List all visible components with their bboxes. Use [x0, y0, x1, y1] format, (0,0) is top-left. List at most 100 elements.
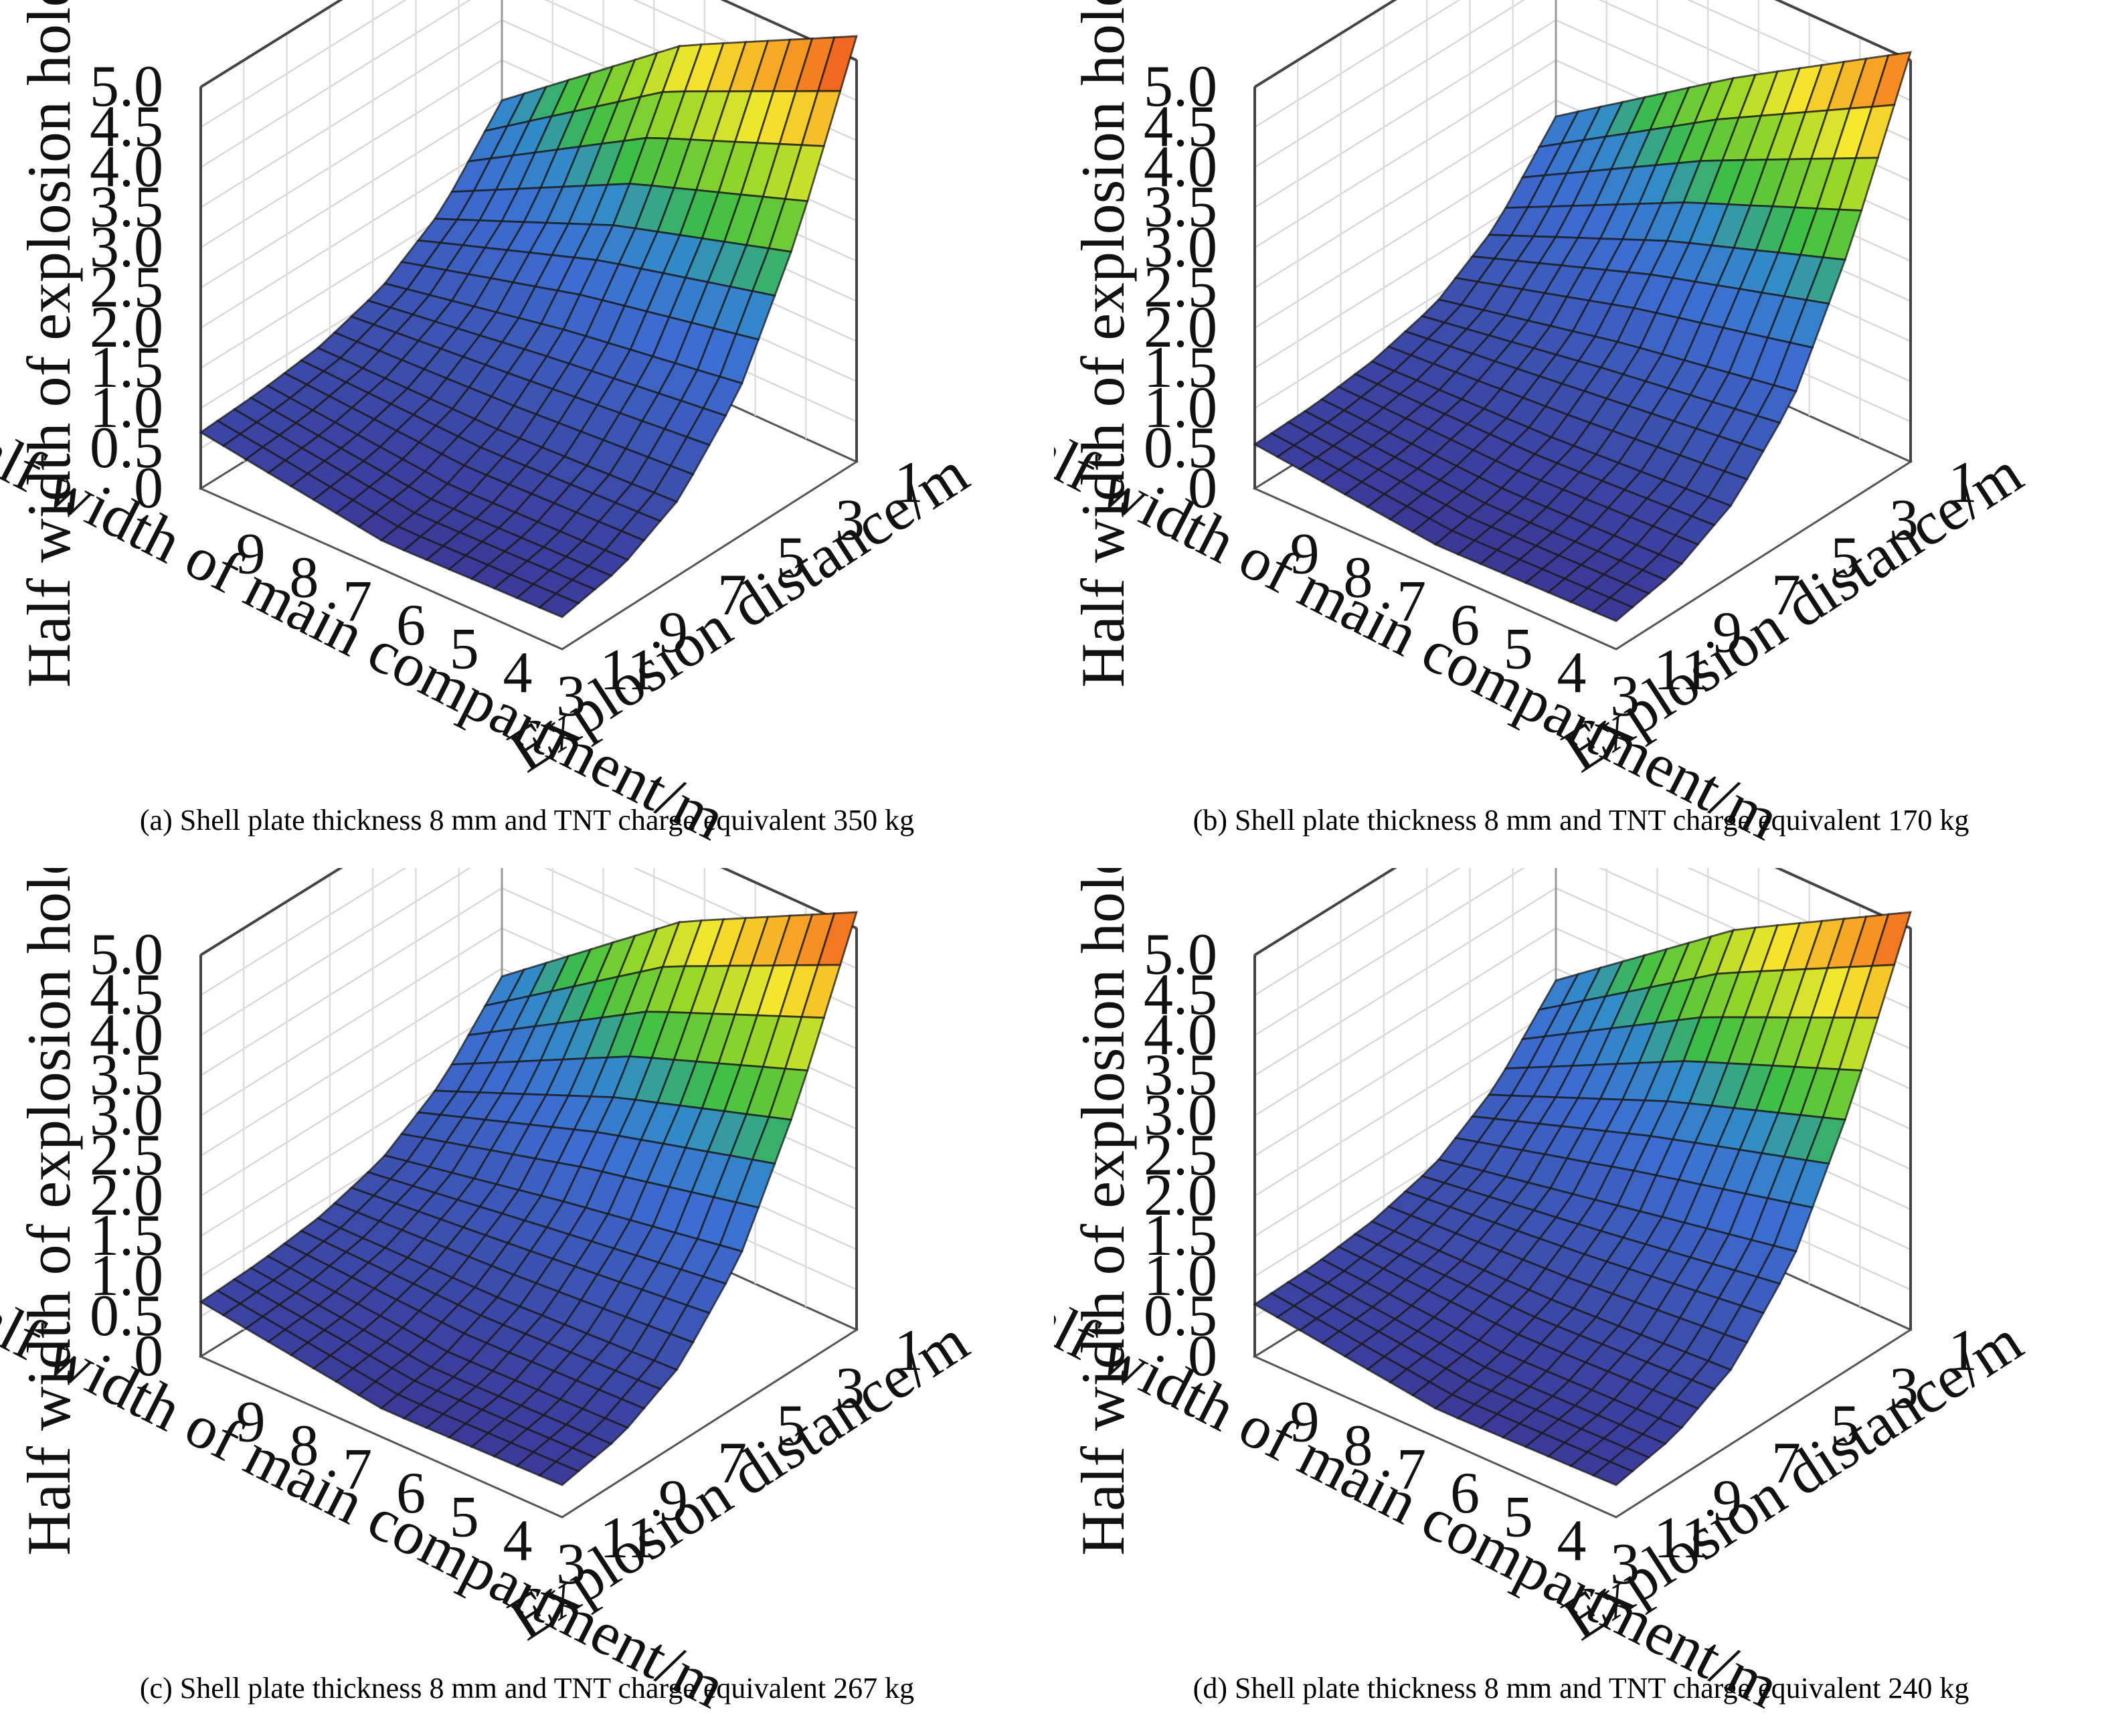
surface: [1253, 51, 1912, 622]
z-tick-label: 2.5: [1144, 1123, 1217, 1188]
x-tick-label: 4: [1557, 640, 1586, 705]
z-tick-label: 1.0: [90, 1243, 163, 1308]
y-tick-label: 7: [1771, 1431, 1801, 1496]
z-tick-label: 2.0: [1144, 295, 1217, 360]
z-tick-label: 5.0: [90, 922, 163, 987]
z-tick-label: 0.5: [90, 1284, 163, 1349]
z-tick-label: 3.0: [90, 215, 163, 280]
x-tick-label: 9: [1290, 1390, 1320, 1455]
x-tick-label: 6: [396, 1461, 426, 1526]
x-tick-label: 6: [1450, 1461, 1480, 1526]
z-tick-label: 4.5: [1144, 94, 1217, 159]
z-ticks: 00.51.01.52.02.53.03.54.04.55.0: [1144, 922, 1217, 1389]
z-tick-label: 1.5: [1144, 1203, 1217, 1268]
y-tick-label: 1: [894, 1318, 924, 1383]
z-tick-label: 0.5: [1144, 416, 1217, 481]
z-tick-label: 5.0: [90, 54, 163, 119]
x-tick-label: 4: [503, 1508, 532, 1573]
surface: [199, 911, 858, 1486]
z-tick-label: 1.5: [1144, 335, 1217, 400]
y-tick-label: 11: [600, 1506, 656, 1571]
x-tick-label: 5: [450, 616, 479, 681]
z-tick-label: 1.0: [90, 375, 163, 440]
z-tick-label: 3.5: [90, 175, 163, 240]
caption-b: (b) Shell plate thickness 8 mm and TNT c…: [1193, 804, 1969, 837]
x-tick-label: 7: [343, 569, 372, 634]
surface-cell: [537, 1460, 581, 1486]
y-tick-label: 3: [1889, 1356, 1919, 1421]
z-tick-label: 0: [1188, 456, 1217, 521]
surface-plot-c: 00.51.01.52.02.53.03.54.04.55.09 8 7 6 5 4 313…: [0, 868, 980, 1721]
x-tick-label: 8: [1343, 1413, 1373, 1478]
z-axis-label: Half width of explosion hole/m: [15, 868, 83, 1555]
surface-plot-a: 00.51.01.52.02.53.03.54.04.55.0 9 8 7 6 5 4 3 1 3…: [0, 0, 980, 853]
y-tick-label: 1: [1948, 1318, 1978, 1383]
x-tick-label: 8: [289, 1413, 319, 1478]
y-tick-label: 9: [658, 600, 688, 665]
y-tick-label: 7: [717, 1431, 747, 1496]
surface-cell: [1591, 1460, 1635, 1486]
x-tick-label: 5: [1504, 616, 1533, 681]
z-tick-label: 2.5: [90, 1123, 163, 1188]
x-tick-label: 9: [1290, 522, 1320, 587]
z-gridline: [1254, 0, 1911, 128]
y-tick-label: 3: [835, 1356, 865, 1421]
z-tick-label: 4.0: [90, 135, 163, 199]
z-axis-label: Half width of explosion hole/m: [15, 0, 83, 687]
z-tick-label: 0: [134, 1324, 163, 1389]
z-tick-label: 2.5: [1144, 255, 1217, 320]
z-tick-label: 3.0: [90, 1083, 163, 1148]
z-ticks: 00.51.01.52.02.53.03.54.04.55.0: [1144, 54, 1217, 521]
y-tick-label: 5: [1830, 1393, 1860, 1458]
chart-panel-c: 0 0.5 1.0 1.5 2.0 2.5 3.0 3.5 4.0 4.5 5.0 9 8 7 6 5 4 3 1 3…: [0, 868, 1054, 1736]
y-tick-label: 1: [1948, 450, 1978, 515]
surface-cell: [1591, 596, 1635, 622]
x-tick-label: 8: [1343, 545, 1373, 610]
z-tick-label: 3.0: [1144, 1083, 1217, 1148]
y-tick-label: 5: [776, 1393, 806, 1458]
box-top-edge: [1253, 0, 1911, 88]
z-ticks: 00.51.01.52.02.53.03.54.04.55.0: [90, 54, 163, 521]
z-axis-label: Half width of explosion hole/m: [1069, 0, 1137, 687]
z-tick-label: 0: [1188, 1324, 1217, 1389]
box-top-edge: [199, 868, 857, 956]
caption-c: (c) Shell plate thickness 8 mm and TNT c…: [139, 1672, 915, 1705]
z-tick-label: 4.0: [90, 1003, 163, 1067]
y-tick-label: 1: [894, 450, 924, 515]
chart-panel-a: 0 0.5 1.0 1.5 2.0 2.5 3.0 3.5 4.0 4.5 5.0 9 8 7 6 5 4 3 1 3…: [0, 0, 1054, 868]
z-tick-label: 2.5: [90, 255, 163, 320]
y-tick-label: 11: [1654, 1506, 1710, 1571]
y-tick-label: 7: [717, 563, 747, 628]
z-tick-label: 0.5: [1144, 1284, 1217, 1349]
surface-cell: [537, 592, 581, 618]
x-tick-label: 9: [236, 1390, 266, 1455]
x-tick-label: 6: [1450, 593, 1480, 658]
y-tick-label: 11: [1654, 638, 1710, 703]
z-tick-label: 4.5: [1144, 962, 1217, 1027]
z-gridline: [1254, 868, 1911, 996]
x-tick-label: 3: [1610, 664, 1640, 729]
y-tick-label: 9: [1712, 600, 1742, 665]
z-tick-label: 5.0: [1144, 922, 1217, 987]
z-tick-label: 3.5: [1144, 175, 1217, 240]
surface: [199, 35, 858, 618]
z-axis-label: Half width of explosion hole/m: [1069, 868, 1137, 1555]
z-tick-label: 2.0: [90, 1163, 163, 1228]
z-tick-label: 4.0: [1144, 1003, 1217, 1067]
z-tick-label: 1.5: [90, 335, 163, 400]
x-tick-label: 9: [236, 522, 266, 587]
y-tick-label: 5: [1830, 525, 1860, 590]
y-tick-label: 9: [1712, 1468, 1742, 1533]
z-tick-label: 4.5: [90, 962, 163, 1027]
y-tick-label: 11: [600, 638, 656, 703]
caption-a: (a) Shell plate thickness 8 mm and TNT c…: [139, 804, 915, 837]
z-tick-label: 3.0: [1144, 215, 1217, 280]
z-tick-label: 3.5: [1144, 1043, 1217, 1108]
z-gridline: [200, 868, 857, 996]
chart-panel-b: 0 0.5 1.0 1.5 2.0 2.5 3.0 3.5 4.0 4.5 5.0 9 8 7 6 5 4 3 1 3…: [1054, 0, 2108, 868]
y-tick-label: 5: [776, 525, 806, 590]
